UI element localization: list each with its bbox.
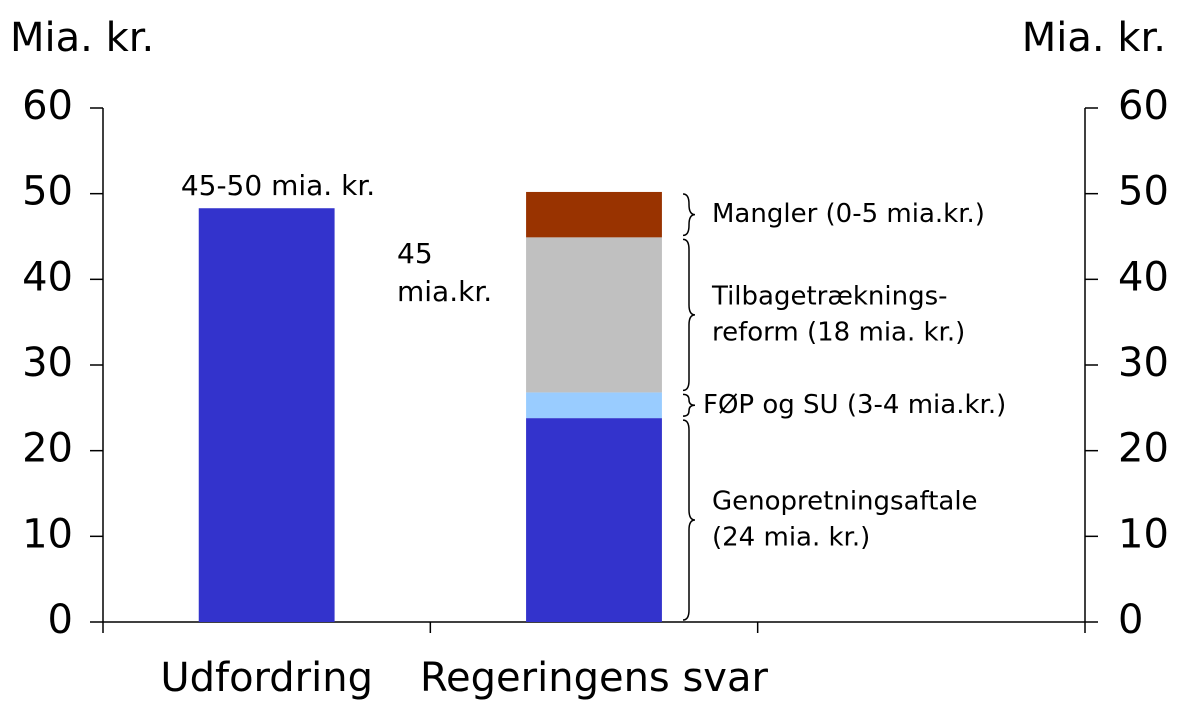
segment-label: FØP og SU (3-4 mia.kr.) [703, 390, 1006, 420]
y-tick-label: 50 [22, 169, 73, 215]
segment-label: (24 mia. kr.) [712, 523, 870, 553]
brace [682, 393, 696, 417]
x-tick-label: Regeringens svar [420, 655, 768, 701]
segment-label: Tilbagetræknings- [711, 281, 948, 311]
y-tick-label: 20 [22, 426, 73, 472]
brace [682, 238, 696, 392]
annotation: 45-50 mia. kr. [181, 169, 375, 202]
segment-label: Genopretningsaftale [712, 487, 978, 517]
bar-segment [526, 392, 662, 419]
bar-segment [526, 418, 662, 622]
y2-tick-label: 10 [1118, 511, 1169, 557]
y-axis-label: Mia. kr. [10, 15, 154, 61]
y-tick-label: 0 [48, 597, 73, 643]
y2-tick-label: 0 [1118, 597, 1143, 643]
y2-axis-label: Mia. kr. [1022, 15, 1166, 61]
bar-segment [198, 208, 335, 623]
y2-tick-label: 40 [1118, 254, 1169, 300]
y2-tick-label: 60 [1118, 83, 1169, 129]
y-tick-label: 30 [22, 340, 73, 386]
x-tick-label: Udfordring [160, 655, 373, 701]
segment-label: reform (18 mia. kr.) [712, 317, 965, 347]
y2-tick-label: 30 [1118, 340, 1169, 386]
annotation: mia.kr. [397, 275, 492, 308]
y-tick-label: 10 [22, 511, 73, 557]
segment-label: Mangler (0-5 mia.kr.) [712, 199, 985, 229]
y-tick-label: 60 [22, 83, 73, 129]
brace [682, 419, 696, 621]
annotation: 45 [397, 237, 433, 270]
bar-segment [526, 237, 662, 393]
y2-tick-label: 50 [1118, 169, 1169, 215]
y2-tick-label: 20 [1118, 426, 1169, 472]
bar-segment [526, 191, 662, 238]
brace [682, 193, 696, 237]
y-tick-label: 40 [22, 254, 73, 300]
